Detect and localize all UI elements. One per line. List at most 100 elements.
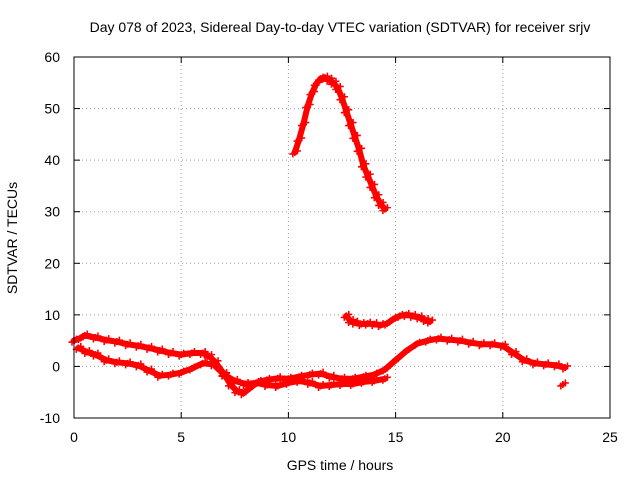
data-point	[370, 194, 378, 202]
data-point	[561, 379, 569, 387]
data-point	[302, 103, 310, 111]
data-point	[480, 339, 488, 347]
data-point	[94, 349, 102, 357]
data-point	[169, 369, 177, 377]
data-point	[336, 96, 344, 104]
data-point	[164, 351, 172, 359]
data-point	[190, 348, 198, 356]
grid	[74, 57, 610, 418]
series-mid-arc	[340, 309, 436, 331]
data-point	[340, 109, 348, 117]
data-point	[115, 357, 123, 365]
data-point	[132, 363, 140, 371]
data-point	[362, 321, 370, 329]
data-point	[383, 373, 391, 381]
data-point	[186, 351, 194, 359]
data-point	[413, 315, 421, 323]
data-point	[85, 346, 93, 354]
data-point	[197, 361, 205, 369]
data-point	[432, 336, 440, 344]
data-point	[563, 362, 571, 370]
data-point	[297, 122, 305, 130]
data-point	[77, 342, 85, 350]
data-point	[233, 375, 241, 383]
data-point	[132, 343, 140, 351]
data-point	[443, 337, 451, 345]
data-point	[186, 366, 194, 374]
data-point	[180, 367, 188, 375]
data-point	[272, 384, 280, 392]
data-point	[390, 358, 398, 366]
data-point	[418, 312, 426, 320]
x-tick-label: 15	[388, 429, 404, 445]
data-point	[362, 173, 370, 181]
data-point	[383, 364, 391, 372]
data-point	[353, 317, 361, 325]
data-point	[122, 361, 130, 369]
data-point	[366, 318, 374, 326]
x-tick-label: 25	[602, 429, 618, 445]
data-point	[143, 368, 151, 376]
data-point	[235, 386, 243, 394]
data-point	[323, 77, 331, 85]
data-point	[319, 381, 327, 389]
data-point	[371, 180, 379, 188]
data-point	[336, 82, 344, 90]
data-point	[154, 348, 162, 356]
data-point	[375, 323, 383, 331]
data-point	[293, 137, 301, 145]
data-point	[111, 360, 119, 368]
data-point	[298, 134, 306, 142]
y-tick-label: 30	[44, 204, 60, 220]
data-point	[368, 322, 376, 330]
series-trace	[291, 74, 388, 213]
data-point	[325, 374, 333, 382]
y-tick-label: 20	[44, 255, 60, 271]
data-point	[208, 351, 216, 359]
data-point	[379, 367, 387, 375]
data-point	[218, 372, 226, 380]
data-point	[175, 352, 183, 360]
data-point	[223, 369, 231, 377]
plot-frame	[73, 56, 611, 419]
series-high-arc	[289, 72, 391, 215]
data-point	[387, 316, 395, 324]
data-point	[373, 319, 381, 327]
data-point	[366, 170, 374, 178]
data-point	[308, 377, 316, 385]
data-point	[368, 378, 376, 386]
data-point	[111, 339, 119, 347]
data-point	[557, 382, 565, 390]
data-point	[355, 322, 363, 330]
data-point	[126, 358, 134, 366]
data-point	[169, 348, 177, 356]
y-axis-label: SDTVAR / TECUs	[4, 182, 20, 294]
data-point	[105, 355, 113, 363]
data-point	[207, 362, 215, 370]
data-point	[501, 340, 509, 348]
x-tick-label: 0	[70, 429, 78, 445]
data-point	[523, 355, 531, 363]
data-point	[201, 348, 209, 356]
data-point	[345, 310, 353, 318]
data-point	[79, 333, 87, 341]
data-point	[379, 198, 387, 206]
data-point	[255, 377, 263, 385]
data-point	[405, 309, 413, 317]
data-point	[379, 207, 387, 215]
data-point	[158, 345, 166, 353]
data-point	[411, 310, 419, 318]
data-point	[458, 335, 466, 343]
x-axis-ticks: 0 5 10 15 20 25	[70, 57, 618, 445]
data-point	[308, 369, 316, 377]
data-point	[197, 351, 205, 359]
data-point	[491, 339, 499, 347]
data-point	[229, 378, 237, 386]
data-point	[405, 345, 413, 353]
data-points	[68, 72, 571, 399]
data-point	[74, 336, 82, 344]
data-point	[237, 391, 245, 399]
x-tick-label: 10	[281, 429, 297, 445]
y-tick-label: -10	[40, 410, 60, 426]
